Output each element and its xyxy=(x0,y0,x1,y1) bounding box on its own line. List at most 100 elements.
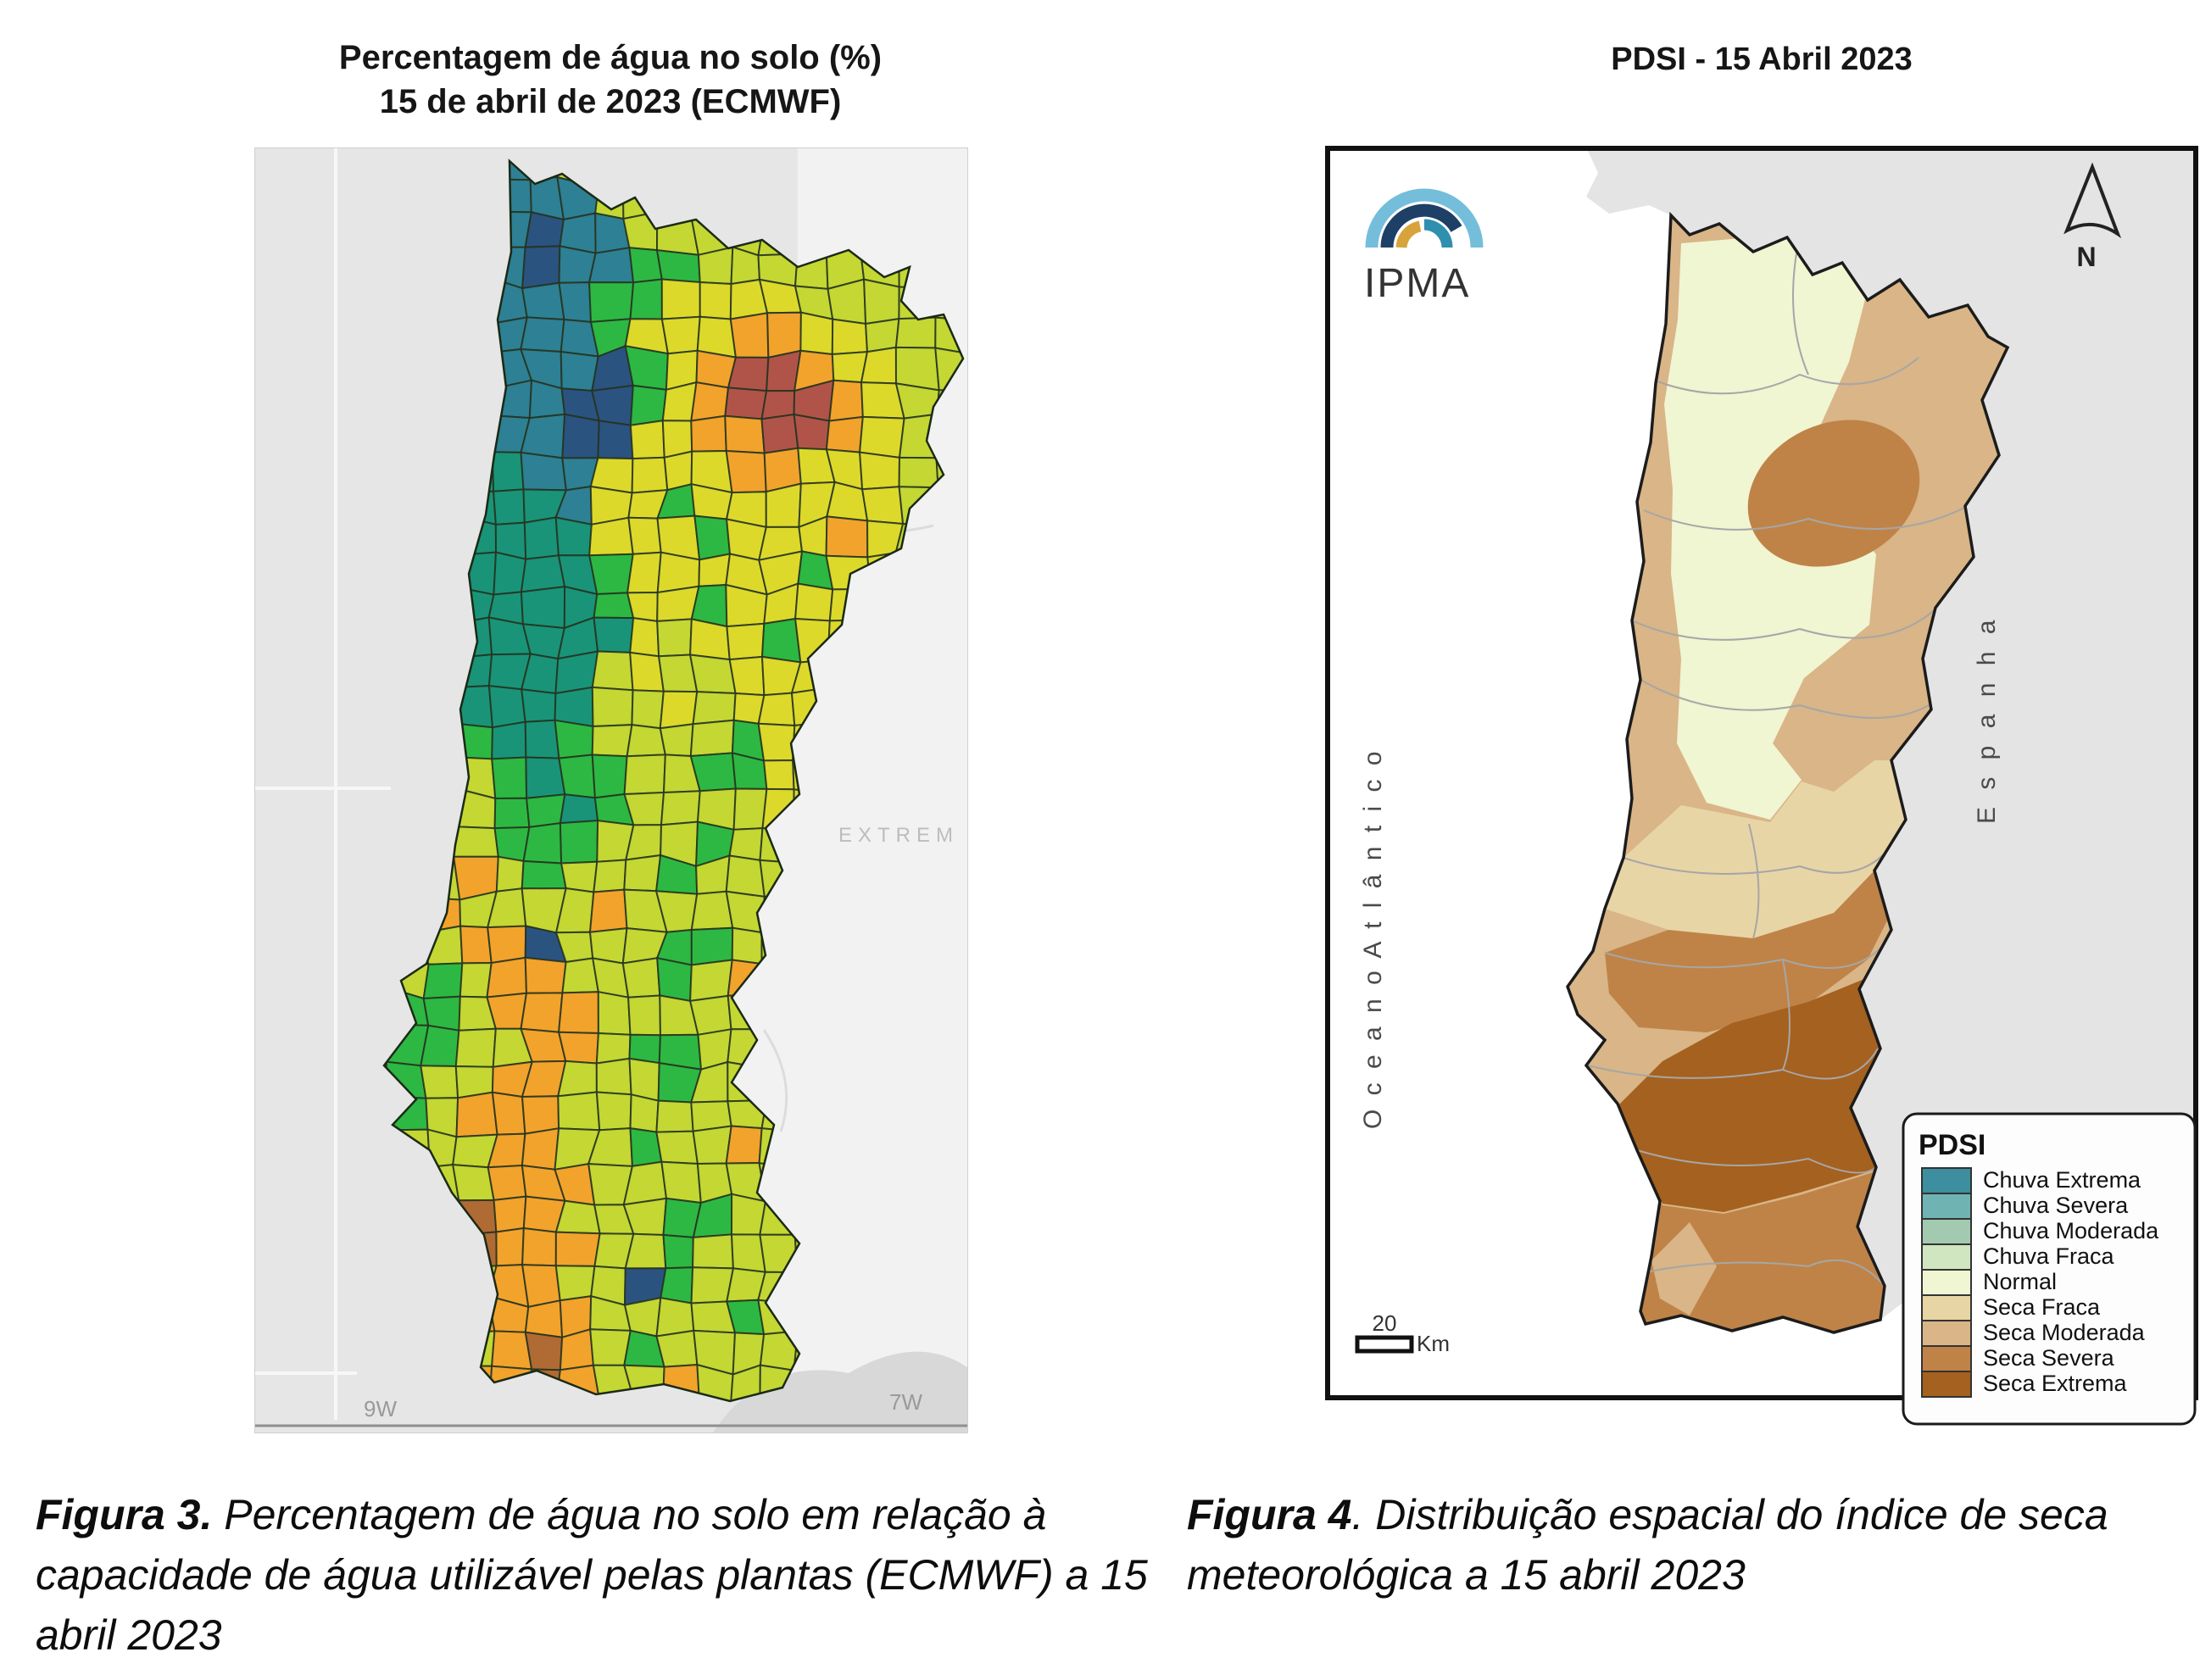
municipality-cell xyxy=(526,793,566,829)
municipality-cell xyxy=(728,827,764,862)
municipality-cell xyxy=(520,585,566,630)
logo-arc-navy xyxy=(1380,203,1462,248)
municipality-cell xyxy=(623,754,666,796)
municipality-cell xyxy=(588,247,635,284)
scale-bar: 20 Km xyxy=(1355,1310,1450,1356)
municipality-cell xyxy=(688,994,732,1036)
municipality-cell xyxy=(760,617,802,664)
municipality-cell xyxy=(597,420,634,460)
municipality-cell xyxy=(520,992,564,1033)
municipality-cell xyxy=(588,281,635,323)
municipality-cell xyxy=(727,356,770,392)
ipma-logo: IPMA xyxy=(1364,188,1484,306)
figure3-caption-prefix: Figura 3. xyxy=(36,1491,213,1538)
logo-arc-gold xyxy=(1395,220,1422,248)
gulf-of-cadiz-shading xyxy=(713,1351,967,1432)
municipality-cell xyxy=(631,456,669,494)
municipality-cell xyxy=(725,854,766,898)
legend-label: Seca Moderada xyxy=(1983,1320,2146,1345)
municipality-cell xyxy=(558,991,599,1035)
municipality-cell xyxy=(724,387,768,420)
municipality-cell xyxy=(731,926,763,965)
municipality-cell xyxy=(762,759,795,791)
municipality-cell xyxy=(558,281,593,324)
municipality-cell xyxy=(493,488,526,526)
municipality-cell xyxy=(624,1232,667,1270)
municipality-cell xyxy=(732,787,768,831)
municipality-cell xyxy=(765,482,802,528)
municipality-cell xyxy=(554,516,593,557)
municipality-cell xyxy=(595,1057,632,1096)
municipality-cell xyxy=(624,344,669,391)
municipality-cell xyxy=(522,821,563,865)
scale-value: 20 xyxy=(1373,1310,1397,1336)
municipality-cell xyxy=(693,515,732,561)
municipality-cell xyxy=(660,1160,702,1204)
municipality-cell xyxy=(656,618,693,658)
legend-labels: Chuva Extrema Chuva Severa Chuva Moderad… xyxy=(1983,1167,2159,1396)
municipality-cell xyxy=(724,414,766,454)
municipality-cell xyxy=(660,1266,694,1305)
scale-bar-rect xyxy=(1355,1335,1414,1354)
municipality-cell xyxy=(689,719,735,758)
municipality-cell xyxy=(725,449,767,494)
portugal-outline xyxy=(382,159,965,1403)
figure4-caption-body: . Distribuição espacial do índice de sec… xyxy=(1187,1491,2108,1599)
municipality-cell xyxy=(520,451,567,492)
municipality-cell xyxy=(629,1093,660,1133)
municipality-cell xyxy=(453,826,499,858)
legend-swatch xyxy=(1921,1344,1972,1372)
municipality-cell xyxy=(524,1299,564,1338)
zone-seca-extrema xyxy=(1618,974,1919,1212)
pdsi-map-title: PDSI - 15 Abril 2023 xyxy=(1611,42,1913,77)
municipality-cell xyxy=(825,415,864,453)
municipality-cell xyxy=(631,689,665,730)
legend-swatch xyxy=(1921,1268,1972,1296)
municipality-cell xyxy=(660,315,701,355)
municipality-cell xyxy=(588,888,628,933)
municipality-cell xyxy=(491,451,525,492)
figure3-caption: Figura 3. Percentagem de água no solo em… xyxy=(36,1485,1163,1666)
espanha-label: E s p a n h a xyxy=(1973,615,2001,823)
municipality-cell xyxy=(487,925,527,965)
municipality-cell xyxy=(495,1227,525,1267)
municipality-cell xyxy=(591,686,634,728)
municipality-cell xyxy=(561,413,600,459)
zone-seca-fraca xyxy=(1605,759,1906,938)
municipality-cell xyxy=(794,582,834,622)
municipality-cell xyxy=(454,1027,497,1068)
municipality-cell xyxy=(799,311,834,356)
municipality-cell xyxy=(524,956,567,994)
zone-sw-moderada-wedge xyxy=(1651,1221,1717,1316)
municipality-cell xyxy=(726,622,766,661)
municipality-cell xyxy=(491,1091,526,1136)
legend-rows xyxy=(1921,1166,1972,1398)
municipality-cell xyxy=(455,1091,498,1138)
municipality-cell xyxy=(757,692,796,727)
municipality-cell xyxy=(588,516,634,557)
municipality-cell xyxy=(629,420,666,460)
municipality-cell xyxy=(692,1233,734,1270)
municipality-cell xyxy=(934,347,963,392)
municipality-cell xyxy=(554,719,594,759)
soil-map-title: Percentagem de água no solo (%) 15 de ab… xyxy=(254,36,966,124)
legend-label: Chuva Extrema xyxy=(1983,1167,2141,1193)
municipality-cell xyxy=(491,720,527,760)
municipality-cell xyxy=(894,316,937,349)
municipality-cell xyxy=(859,415,905,459)
soil-water-map: EXTREM 9W 7W xyxy=(254,147,968,1433)
municipality-cell xyxy=(689,618,731,661)
municipality-cell xyxy=(689,959,733,1003)
soil-map-title-line2: 15 de abril de 2023 (ECMWF) xyxy=(379,83,842,120)
municipality-cell xyxy=(558,754,596,799)
municipality-cell xyxy=(521,688,557,723)
municipality-cell xyxy=(655,1297,695,1338)
municipality-cell xyxy=(521,1127,560,1171)
municipality-cell xyxy=(493,797,531,830)
municipality-cell xyxy=(655,248,701,284)
municipality-cell xyxy=(621,957,661,999)
municipality-cell xyxy=(593,859,627,893)
municipality-cell xyxy=(588,553,634,596)
spain-region xyxy=(1586,150,2193,1320)
municipality-cell xyxy=(591,754,628,799)
